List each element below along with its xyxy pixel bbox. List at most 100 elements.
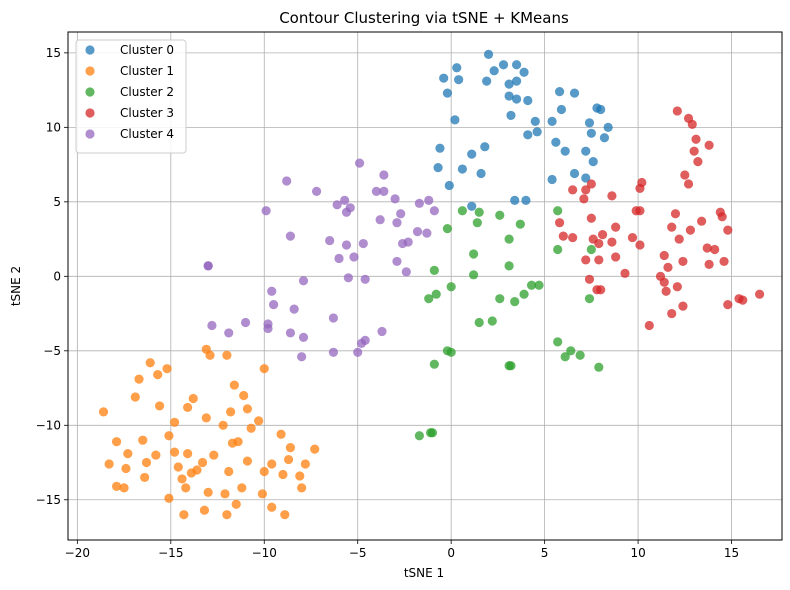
data-point — [257, 489, 267, 499]
y-tick-label: 15 — [46, 46, 61, 60]
data-point — [199, 505, 210, 515]
x-tick-label: 15 — [724, 546, 739, 560]
legend-marker — [85, 129, 95, 139]
data-point — [457, 206, 467, 216]
data-point — [169, 447, 180, 457]
data-point — [683, 179, 694, 189]
legend-label: Cluster 1 — [120, 64, 174, 78]
data-point — [697, 216, 707, 226]
data-point — [340, 195, 350, 205]
data-point — [439, 73, 449, 83]
data-point — [121, 463, 131, 474]
data-point — [674, 234, 684, 244]
data-point — [569, 168, 580, 179]
data-point — [659, 250, 669, 261]
data-point — [297, 352, 307, 362]
data-point — [379, 170, 389, 180]
data-points — [98, 49, 765, 520]
data-point — [123, 448, 133, 459]
data-point — [521, 195, 531, 205]
data-point — [482, 76, 492, 86]
data-point — [237, 483, 247, 493]
data-point — [276, 429, 286, 439]
legend-marker — [85, 45, 95, 55]
data-point — [188, 393, 198, 404]
data-point — [140, 472, 150, 483]
data-point — [506, 110, 516, 121]
data-point — [285, 443, 296, 453]
data-point — [427, 428, 438, 438]
x-tick-label: −20 — [65, 546, 90, 560]
data-point — [203, 261, 213, 271]
data-point — [298, 332, 309, 342]
data-point — [554, 86, 565, 97]
data-point — [635, 240, 645, 250]
data-point — [285, 231, 296, 241]
data-point — [584, 274, 595, 284]
data-point — [659, 277, 669, 287]
data-point — [584, 118, 595, 128]
data-point — [179, 510, 189, 520]
data-point — [134, 374, 144, 384]
data-point — [599, 133, 610, 143]
legend-marker — [85, 66, 95, 76]
data-point — [534, 280, 544, 290]
data-point — [356, 338, 367, 348]
x-axis-label: tSNE 1 — [404, 566, 444, 580]
data-point — [246, 423, 256, 433]
data-point — [738, 295, 748, 305]
data-point — [480, 142, 490, 152]
data-point — [506, 361, 516, 371]
data-point — [504, 234, 514, 244]
data-point — [510, 297, 520, 307]
data-point — [289, 304, 299, 314]
data-point — [242, 456, 253, 466]
data-point — [261, 206, 271, 216]
data-point — [596, 104, 606, 115]
data-point — [283, 454, 294, 465]
data-point — [197, 457, 208, 468]
data-point — [519, 289, 529, 299]
data-point — [495, 294, 505, 304]
data-point — [229, 380, 239, 390]
data-point — [280, 510, 290, 520]
data-point — [442, 224, 453, 234]
data-point — [267, 286, 277, 296]
data-point — [526, 280, 537, 290]
y-tick-label: −10 — [36, 418, 61, 432]
data-point — [328, 347, 339, 357]
legend-label: Cluster 2 — [120, 85, 174, 99]
data-point — [192, 465, 202, 475]
data-point — [240, 317, 251, 328]
data-point — [467, 201, 477, 211]
data-point — [581, 173, 591, 183]
data-point — [341, 240, 352, 250]
data-point — [334, 253, 344, 264]
data-point — [111, 437, 122, 447]
x-tick-label: −15 — [158, 546, 183, 560]
data-point — [504, 79, 514, 89]
data-point — [468, 249, 479, 259]
data-point — [579, 194, 589, 204]
data-point — [358, 238, 368, 249]
grid — [68, 32, 782, 540]
data-point — [349, 252, 359, 262]
data-point — [452, 63, 462, 73]
data-point — [424, 195, 434, 205]
data-point — [661, 286, 671, 296]
data-point — [414, 431, 424, 441]
legend-label: Cluster 3 — [120, 106, 174, 120]
data-point — [297, 483, 307, 493]
data-point — [667, 222, 677, 232]
data-point — [685, 225, 696, 235]
data-point — [723, 225, 733, 235]
data-point — [693, 157, 703, 167]
data-point — [231, 499, 241, 509]
data-point — [476, 168, 486, 179]
data-point — [586, 244, 596, 255]
data-point — [201, 413, 211, 423]
data-point — [566, 346, 576, 356]
data-point — [222, 510, 232, 520]
data-point — [341, 207, 352, 217]
data-point — [224, 328, 234, 338]
